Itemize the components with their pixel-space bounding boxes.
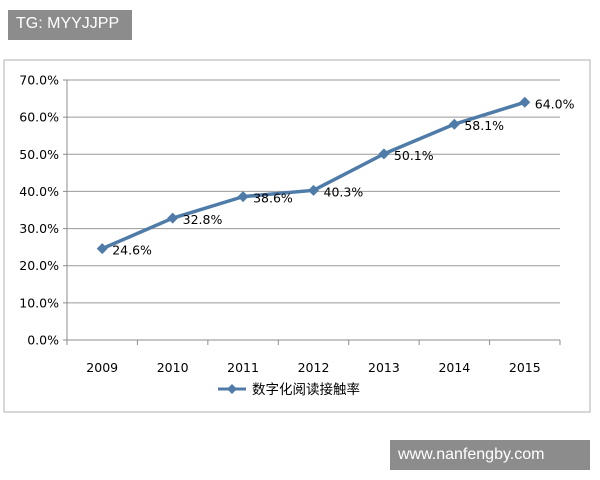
x-axis-ticks: 2009 2010 2011 2012 2013 2014 2015	[66, 340, 561, 375]
chart-border	[3, 59, 591, 413]
x-tick-label: 2014	[438, 360, 470, 375]
x-tick-label: 2009	[86, 360, 118, 375]
data-point-marker	[308, 184, 319, 196]
data-label: 50.1%	[394, 148, 434, 163]
x-tick-label: 2011	[227, 360, 259, 375]
x-tick-label: 2010	[157, 360, 189, 375]
y-tick-label: 70.0%	[19, 73, 59, 88]
data-label: 24.6%	[112, 243, 152, 258]
data-label: 32.8%	[183, 212, 223, 227]
data-point-marker	[96, 243, 108, 255]
data-point-marker	[378, 148, 390, 160]
y-tick-label: 60.0%	[19, 110, 59, 125]
x-tick-label: 2013	[368, 360, 400, 375]
data-point-marker	[448, 118, 460, 130]
x-tick-label: 2012	[298, 360, 330, 375]
data-label: 64.0%	[535, 96, 575, 111]
data-point-marker	[519, 96, 531, 108]
y-tick-label: 50.0%	[19, 147, 59, 162]
data-label: 38.6%	[253, 191, 293, 206]
series-line: 24.6% 32.8% 38.6% 40.3% 50.1% 58.1% 64.0%	[96, 96, 575, 258]
watermark-top: TG: MYYJJPP	[8, 10, 132, 40]
legend-label: 数字化阅读接触率	[252, 381, 360, 398]
data-label: 40.3%	[324, 184, 364, 199]
y-tick-label: 40.0%	[19, 184, 59, 199]
data-label: 58.1%	[464, 118, 504, 133]
legend: 数字化阅读接触率	[218, 381, 360, 398]
y-tick-label: 0.0%	[27, 333, 59, 348]
y-tick-label: 20.0%	[19, 258, 59, 273]
x-tick-label: 2015	[509, 360, 541, 375]
y-tick-label: 30.0%	[19, 221, 59, 236]
y-axis-ticks: 0.0% 10.0% 20.0% 30.0% 40.0% 50.0% 60.0% 70.0%	[19, 73, 67, 348]
legend-marker	[227, 384, 237, 394]
data-point-marker	[237, 191, 249, 203]
watermark-bottom: www.nanfengby.com	[390, 440, 590, 470]
y-tick-label: 10.0%	[19, 295, 59, 310]
data-point-marker	[167, 212, 179, 224]
